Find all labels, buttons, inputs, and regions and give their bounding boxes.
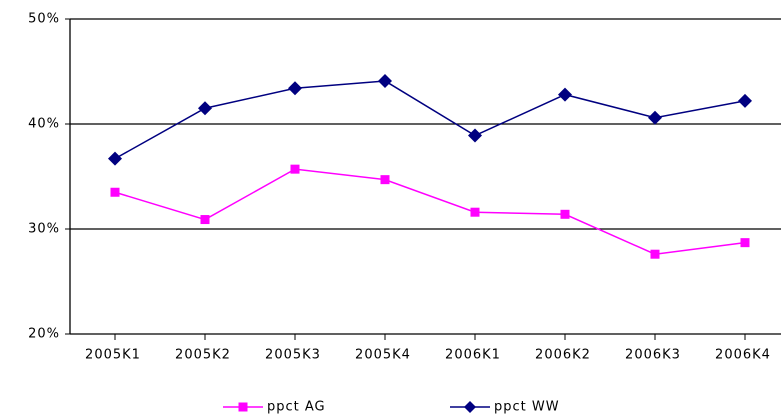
y-tick-label: 50% [28,12,60,27]
y-tick-label: 20% [28,327,60,342]
point [558,87,572,102]
x-tick-label: 2005K3 [265,348,321,363]
x-tick-label: 2006K1 [445,348,501,363]
legend-marker [238,402,248,412]
x-tick-label: 2005K2 [175,348,231,363]
point [650,249,660,259]
point [110,187,120,197]
point [648,110,662,125]
x-tick-label: 2006K2 [535,348,591,363]
x-tick-label: 2005K1 [85,348,141,363]
series-line [114,168,746,255]
point [468,128,482,143]
point [288,81,302,96]
point [200,215,210,225]
y-tick-label: 40% [28,117,60,132]
point [470,207,480,217]
point [380,175,390,185]
legend-marker [464,401,476,413]
x-tick-label: 2006K4 [715,348,771,363]
point [560,209,570,219]
point [108,151,122,166]
point [738,93,752,108]
legend-label: ppct AG [267,400,326,415]
point [290,164,300,174]
y-tick-label: 30% [28,222,60,237]
legend-label: ppct WW [494,400,560,415]
point [740,238,750,248]
x-tick-label: 2005K4 [355,348,411,363]
point [378,73,392,88]
x-tick-label: 2006K3 [625,348,681,363]
point [198,101,212,116]
series-line [114,80,746,160]
